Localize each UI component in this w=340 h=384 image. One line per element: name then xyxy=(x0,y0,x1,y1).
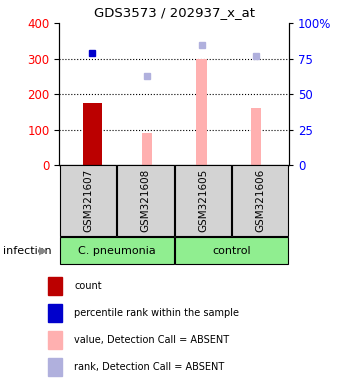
Bar xyxy=(83,103,102,165)
Bar xyxy=(251,108,261,165)
Bar xyxy=(48,331,62,349)
Title: GDS3573 / 202937_x_at: GDS3573 / 202937_x_at xyxy=(94,6,255,19)
Bar xyxy=(48,277,62,295)
Bar xyxy=(196,59,207,165)
Text: value, Detection Call = ABSENT: value, Detection Call = ABSENT xyxy=(74,335,229,345)
Text: infection: infection xyxy=(3,245,52,256)
Bar xyxy=(48,304,62,322)
Bar xyxy=(60,165,116,236)
Text: GSM321608: GSM321608 xyxy=(140,169,151,232)
Bar xyxy=(142,133,152,165)
Text: GSM321606: GSM321606 xyxy=(255,169,265,232)
Bar xyxy=(232,165,288,236)
Bar xyxy=(48,358,62,376)
Text: C. pneumonia: C. pneumonia xyxy=(78,245,156,256)
Bar xyxy=(175,165,231,236)
Text: count: count xyxy=(74,281,102,291)
Text: GSM321607: GSM321607 xyxy=(83,169,93,232)
Text: ▶: ▶ xyxy=(39,245,48,256)
Text: GSM321605: GSM321605 xyxy=(198,169,208,232)
Text: percentile rank within the sample: percentile rank within the sample xyxy=(74,308,239,318)
Text: control: control xyxy=(212,245,251,256)
Bar xyxy=(60,237,174,265)
Text: rank, Detection Call = ABSENT: rank, Detection Call = ABSENT xyxy=(74,362,224,372)
Bar xyxy=(117,165,174,236)
Bar xyxy=(175,237,288,265)
